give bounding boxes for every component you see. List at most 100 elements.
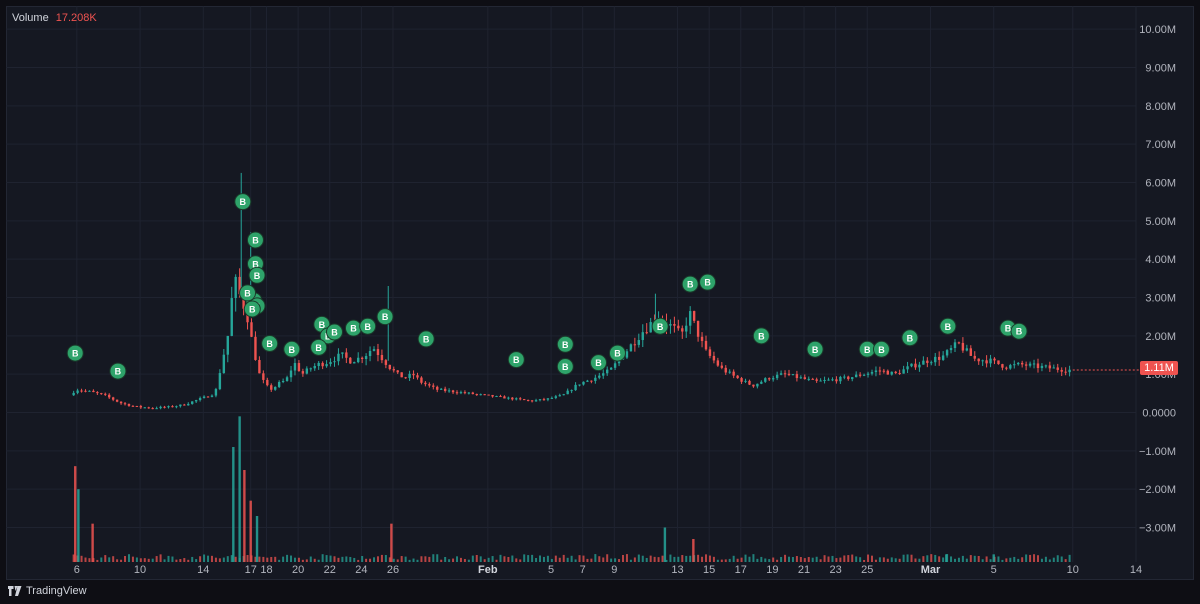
x-tick-label: 7 [580, 564, 586, 576]
volume-bar [645, 557, 648, 562]
candle-body [910, 363, 913, 367]
volume-bar [309, 556, 312, 562]
buy-marker [939, 317, 957, 335]
volume-bar [456, 556, 459, 562]
volume-bar [491, 556, 494, 562]
volume-bar [479, 556, 482, 562]
candle-body [459, 392, 463, 394]
candle-body [242, 294, 245, 309]
volume-bar [120, 559, 123, 562]
volume-bar [373, 557, 376, 562]
volume-bar [859, 557, 862, 562]
volume-bar [582, 555, 585, 562]
candle-body [720, 365, 724, 368]
candle-body [641, 332, 644, 341]
legend-value: 17.208K [55, 12, 97, 24]
volume-bar [811, 557, 814, 562]
volume-bar [720, 559, 723, 562]
candle-body [898, 373, 901, 375]
candle-body [858, 374, 862, 376]
volume-bar [878, 557, 881, 562]
buy-marker [507, 351, 525, 369]
candle-body [475, 394, 478, 396]
buy-marker-label: B [289, 345, 296, 355]
candle-body [914, 363, 917, 368]
volume-bar [459, 557, 462, 562]
y-tick-label: −3.00M [1139, 523, 1176, 535]
candle-body [206, 396, 210, 398]
candle-body [609, 367, 613, 370]
candle-body [143, 407, 146, 409]
volume-bar [1021, 557, 1024, 562]
volume-bar [950, 556, 953, 562]
volume-bar [77, 489, 80, 562]
volume-bar [1036, 555, 1039, 562]
volume-bar [243, 470, 246, 562]
candle-body [574, 384, 577, 391]
candle-body [787, 373, 791, 375]
volume-bar [112, 556, 115, 562]
volume-bar [930, 554, 933, 562]
candle-body [605, 369, 609, 374]
candle-body [981, 360, 984, 362]
tradingview-brand[interactable]: TradingView [8, 582, 87, 600]
buy-marker-label: B [864, 345, 871, 355]
candle-body [519, 398, 522, 400]
candle-body [815, 379, 818, 381]
candle-body [194, 400, 198, 402]
buy-marker-label: B [595, 358, 602, 368]
buy-marker [66, 344, 84, 362]
candle-body [1064, 371, 1067, 373]
x-tick-label: 9 [611, 564, 617, 576]
candle-body [582, 381, 585, 385]
candle-body [309, 368, 312, 370]
volume-bar [108, 557, 111, 562]
volume-bar [175, 559, 178, 562]
volume-bar [716, 559, 719, 562]
volume-bar [910, 554, 913, 562]
candle-body [88, 390, 91, 392]
volume-bar [657, 557, 660, 562]
candle-body [100, 393, 103, 395]
buy-marker-label: B [331, 328, 338, 338]
volume-bar [906, 554, 909, 562]
candle-body [159, 406, 162, 409]
volume-bar [625, 554, 628, 562]
price-chart[interactable]: 10.00M 9.00M 8.00M 7.00M 6.00M 5.00M 4.00M 3.00… [6, 6, 1194, 580]
volume-bar [191, 556, 194, 562]
volume-bar [353, 557, 356, 562]
volume-bar [989, 559, 992, 562]
volume-bar [882, 557, 885, 562]
candle-body [771, 378, 775, 380]
candle-body [870, 372, 874, 374]
volume-bar [1040, 558, 1043, 562]
candle-body [1056, 367, 1059, 370]
volume-bar [448, 559, 451, 562]
candle-body [1032, 363, 1036, 365]
candle-body [1009, 365, 1012, 369]
volume-bar [495, 559, 498, 562]
volume-bar [819, 559, 822, 562]
candle-body [123, 403, 127, 405]
candle-body [965, 348, 969, 351]
candle-body [515, 398, 518, 400]
candle-body [866, 373, 870, 375]
volume-bar [661, 555, 664, 562]
buy-marker [651, 317, 669, 335]
volume-bar [345, 556, 348, 562]
volume-bar [424, 556, 427, 562]
volume-bar [384, 554, 387, 562]
volume-bar [1009, 557, 1012, 562]
y-tick-label: 6.00M [1145, 178, 1176, 190]
volume-bar [732, 555, 735, 562]
volume-bar [997, 556, 1000, 562]
volume-bar [922, 556, 925, 562]
candle-body [550, 397, 554, 399]
volume-bar [527, 555, 530, 562]
volume-bar [1068, 554, 1071, 562]
buy-marker [806, 340, 824, 358]
x-tick-label: 20 [292, 564, 304, 576]
candle-body [175, 406, 178, 408]
volume-bar [945, 554, 948, 562]
